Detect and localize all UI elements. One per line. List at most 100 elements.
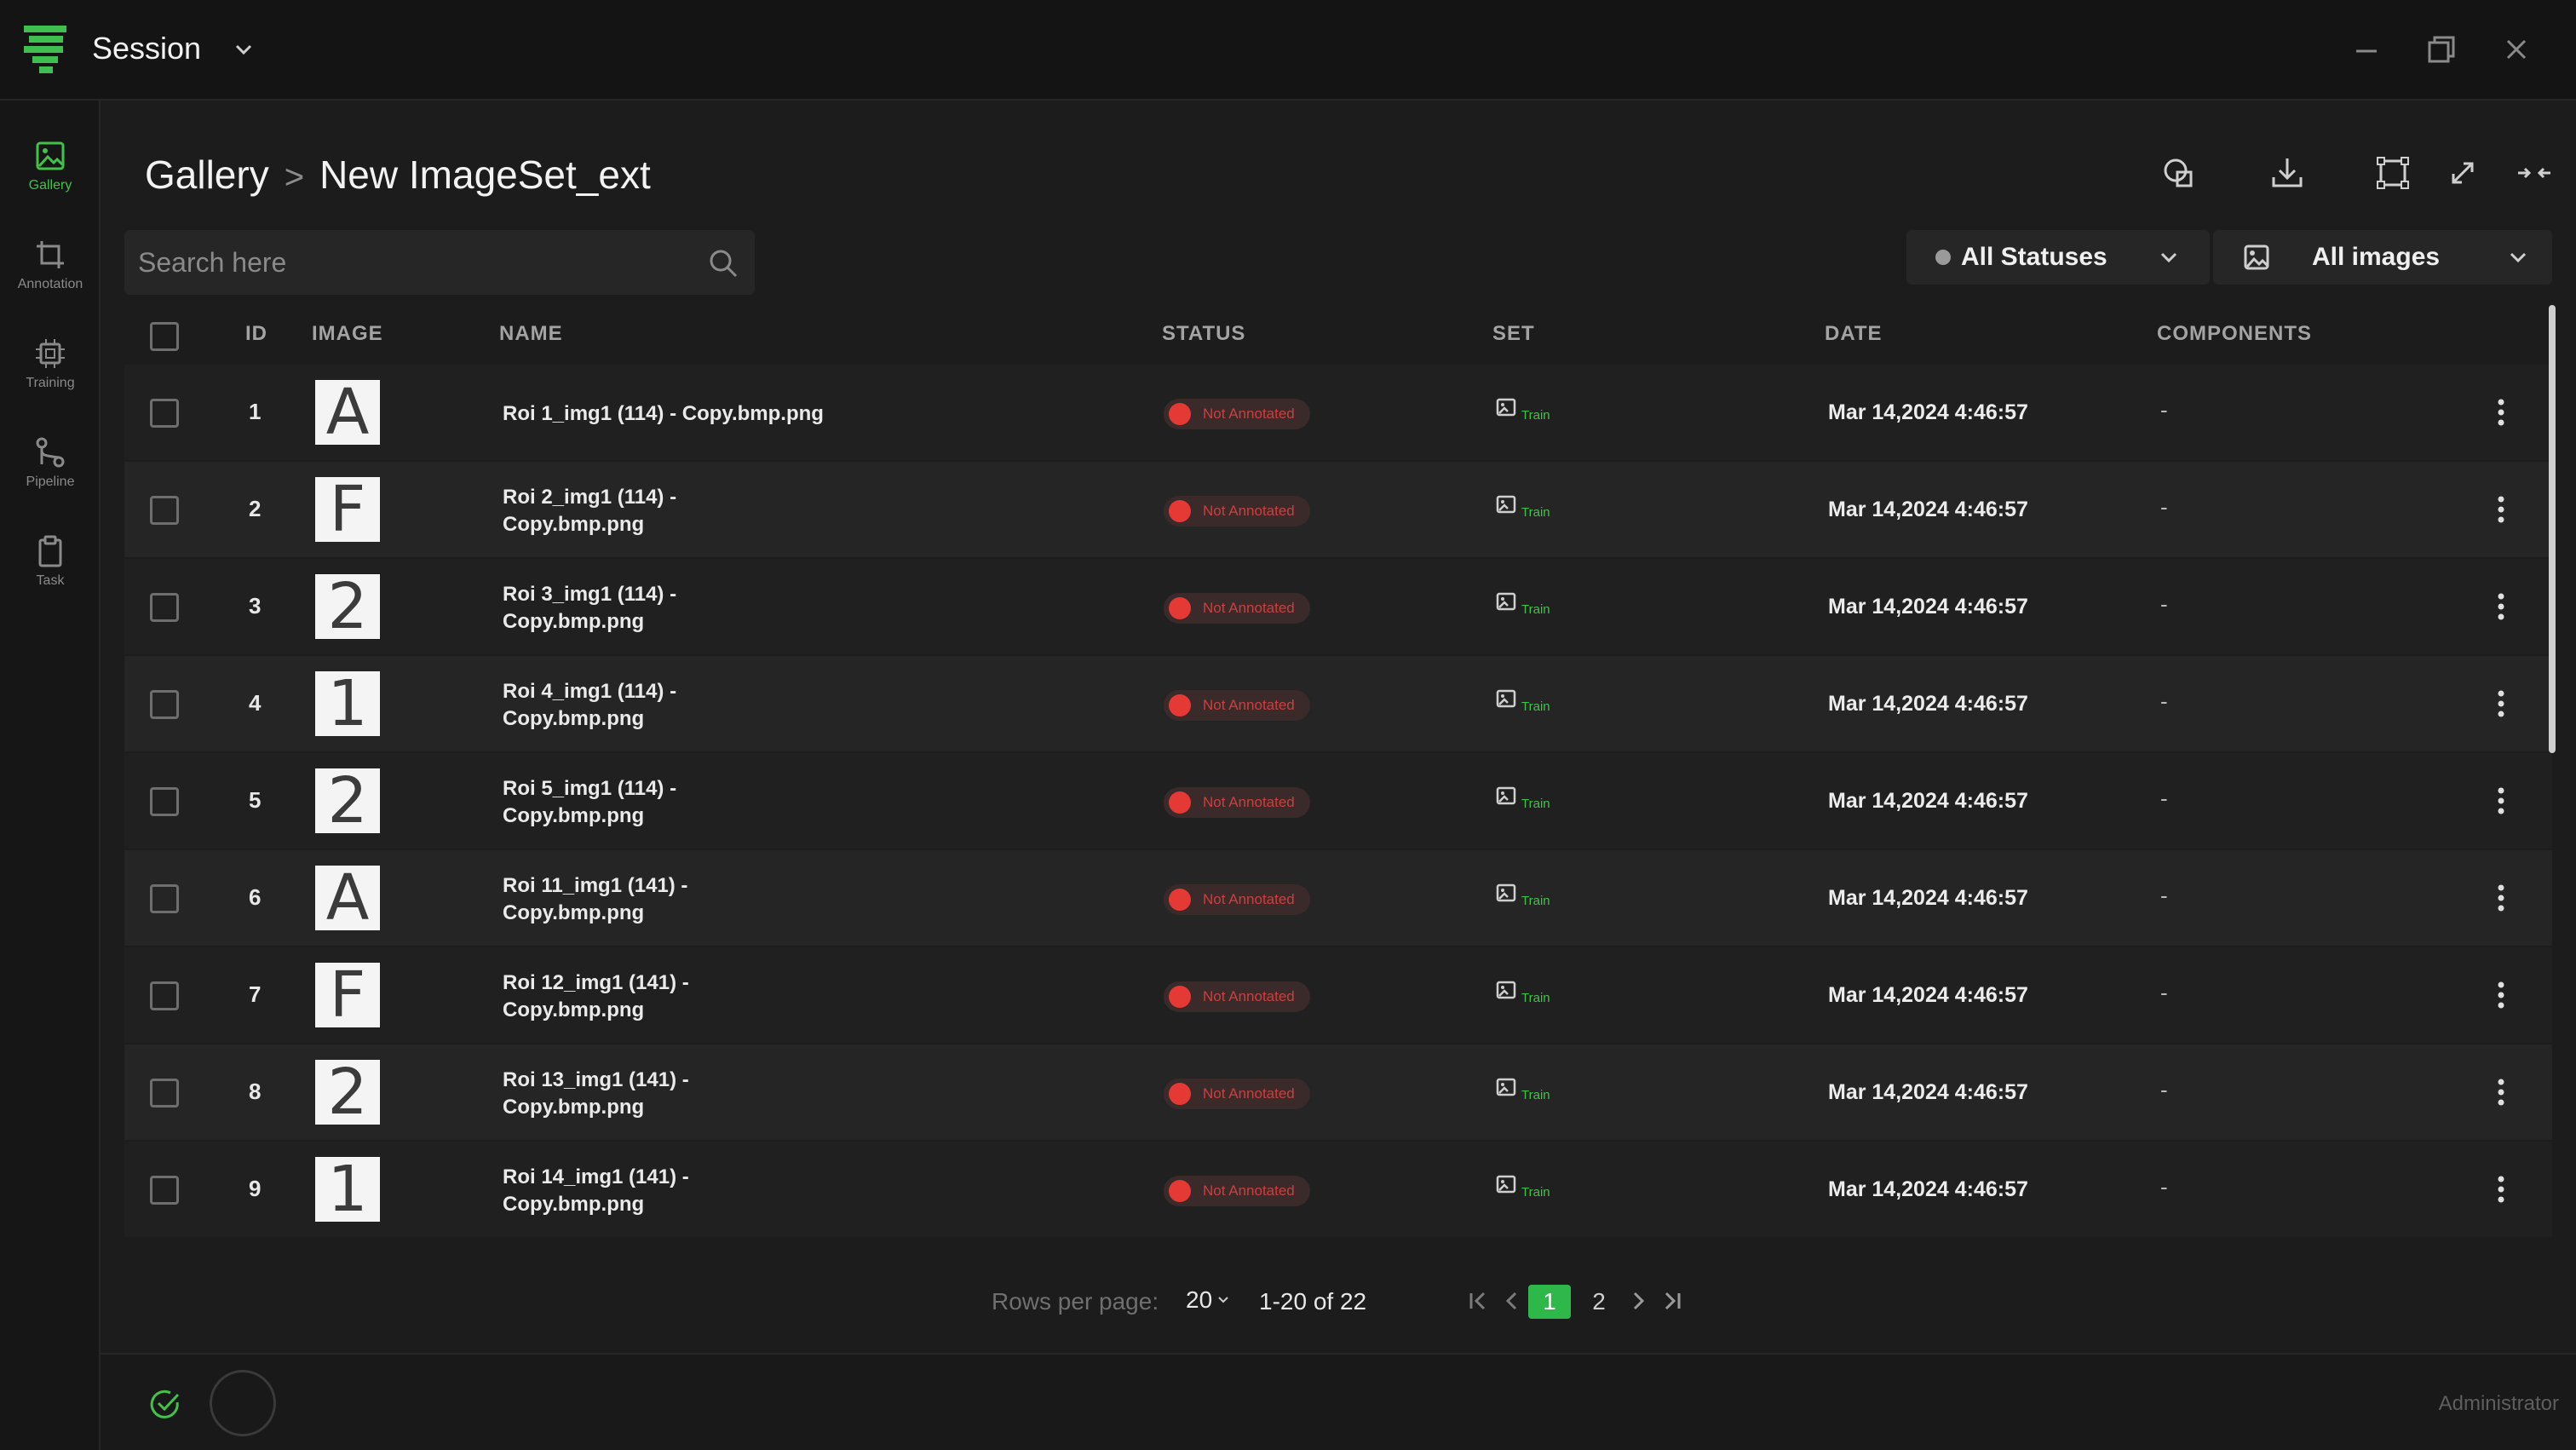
collapse-icon[interactable] xyxy=(2513,152,2556,194)
next-page-icon[interactable] xyxy=(1624,1286,1653,1315)
row-name-line2: Copy.bmp.png xyxy=(503,610,645,633)
column-header-date[interactable]: DATE xyxy=(1825,322,1883,345)
minimize-icon[interactable] xyxy=(2346,29,2387,70)
column-header-components[interactable]: COMPONENTS xyxy=(2157,322,2313,345)
first-page-icon[interactable] xyxy=(1463,1286,1492,1315)
more-vertical-icon[interactable] xyxy=(2493,784,2510,818)
close-icon[interactable] xyxy=(2496,29,2537,70)
row-checkbox[interactable] xyxy=(150,1176,179,1205)
table-row[interactable]: 2 F Roi 2_img1 (114) - Copy.bmp.png Not … xyxy=(124,462,2552,559)
table-row[interactable]: 1 A Roi 1_img1 (114) - Copy.bmp.png Not … xyxy=(124,365,2552,462)
row-name: Roi 5_img1 (114) - Copy.bmp.png xyxy=(503,775,676,830)
row-name-line2: Copy.bmp.png xyxy=(503,998,645,1021)
column-header-name[interactable]: NAME xyxy=(499,322,563,345)
status-dot xyxy=(1169,1180,1191,1202)
more-vertical-icon[interactable] xyxy=(2493,1075,2510,1109)
column-header-set[interactable]: SET xyxy=(1492,322,1535,345)
search-icon[interactable] xyxy=(707,247,739,279)
row-set: Train xyxy=(1496,785,1550,811)
row-checkbox[interactable] xyxy=(150,884,179,913)
image-tag-icon xyxy=(1496,883,1516,902)
more-vertical-icon[interactable] xyxy=(2493,1172,2510,1206)
more-vertical-icon[interactable] xyxy=(2493,978,2510,1012)
row-thumbnail[interactable]: 2 xyxy=(315,768,380,833)
select-frame-icon[interactable] xyxy=(2372,152,2414,194)
set-label: Train xyxy=(1521,408,1550,423)
table-row[interactable]: 4 1 Roi 4_img1 (114) - Copy.bmp.png Not … xyxy=(124,656,2552,753)
chip-icon xyxy=(36,339,65,368)
last-page-icon[interactable] xyxy=(1658,1286,1687,1315)
status-text: Not Annotated xyxy=(1203,988,1295,1004)
row-name-line2: Copy.bmp.png xyxy=(503,513,645,536)
row-checkbox[interactable] xyxy=(150,593,179,622)
status-badge: Not Annotated xyxy=(1164,593,1310,624)
breadcrumb-root[interactable]: Gallery xyxy=(145,152,269,197)
expand-icon[interactable] xyxy=(2441,152,2484,194)
status-dot xyxy=(1169,889,1191,911)
table-row[interactable]: 7 F Roi 12_img1 (141) - Copy.bmp.png Not… xyxy=(124,947,2552,1044)
row-name: Roi 12_img1 (141) - Copy.bmp.png xyxy=(503,970,689,1024)
row-checkbox[interactable] xyxy=(150,496,179,525)
table-row[interactable]: 8 2 Roi 13_img1 (141) - Copy.bmp.png Not… xyxy=(124,1044,2552,1142)
sidebar-item-gallery[interactable]: Gallery xyxy=(0,119,101,213)
status-filter-dropdown[interactable]: All Statuses xyxy=(1906,230,2210,285)
row-name: Roi 14_img1 (141) - Copy.bmp.png xyxy=(503,1164,689,1218)
row-components: - xyxy=(2160,1174,2168,1200)
row-checkbox[interactable] xyxy=(150,981,179,1010)
column-header-id[interactable]: ID xyxy=(245,322,267,345)
row-date: Mar 14,2024 4:46:57 xyxy=(1828,983,2028,1007)
more-vertical-icon[interactable] xyxy=(2493,687,2510,721)
sidebar-item-training[interactable]: Training xyxy=(0,317,101,411)
row-thumbnail[interactable]: A xyxy=(315,866,380,930)
row-thumbnail[interactable]: A xyxy=(315,380,380,445)
status-dot xyxy=(1169,1083,1191,1105)
table-row[interactable]: 9 1 Roi 14_img1 (141) - Copy.bmp.png Not… xyxy=(124,1142,2552,1239)
row-thumbnail[interactable]: 2 xyxy=(315,1060,380,1125)
sidebar-item-task[interactable]: Task xyxy=(0,515,101,608)
column-header-image[interactable]: IMAGE xyxy=(312,322,383,345)
table-row[interactable]: 6 A Roi 11_img1 (141) - Copy.bmp.png Not… xyxy=(124,850,2552,947)
more-vertical-icon[interactable] xyxy=(2493,492,2510,526)
row-name: Roi 11_img1 (141) - Copy.bmp.png xyxy=(503,872,687,927)
table-row[interactable]: 5 2 Roi 5_img1 (114) - Copy.bmp.png Not … xyxy=(124,753,2552,850)
row-thumbnail[interactable]: F xyxy=(315,477,380,542)
table-row[interactable]: 3 2 Roi 3_img1 (114) - Copy.bmp.png Not … xyxy=(124,559,2552,656)
search-input[interactable] xyxy=(138,230,683,295)
row-checkbox[interactable] xyxy=(150,787,179,816)
chevron-down-icon[interactable] xyxy=(232,37,256,61)
breadcrumb: Gallery > New ImageSet_ext xyxy=(145,152,651,198)
row-thumbnail[interactable]: 1 xyxy=(315,1157,380,1222)
sidebar-item-pipeline[interactable]: Pipeline xyxy=(0,416,101,509)
row-thumbnail[interactable]: 1 xyxy=(315,671,380,736)
sidebar-item-annotation[interactable]: Annotation xyxy=(0,218,101,312)
row-set: Train xyxy=(1496,591,1550,617)
rows-per-page-select[interactable]: 20 xyxy=(1186,1286,1231,1314)
chevron-down-icon xyxy=(1218,1297,1228,1303)
sidebar-item-label: Pipeline xyxy=(26,475,75,489)
restore-icon[interactable] xyxy=(2421,29,2462,70)
row-checkbox[interactable] xyxy=(150,1079,179,1108)
row-date: Mar 14,2024 4:46:57 xyxy=(1828,400,2028,424)
column-header-status[interactable]: STATUS xyxy=(1162,322,1246,345)
status-text: Not Annotated xyxy=(1203,1085,1295,1102)
prev-page-icon[interactable] xyxy=(1498,1286,1527,1315)
more-vertical-icon[interactable] xyxy=(2493,590,2510,624)
row-name: Roi 3_img1 (114) - Copy.bmp.png xyxy=(503,581,676,636)
page-button-1[interactable]: 1 xyxy=(1528,1285,1571,1319)
image-filter-dropdown[interactable]: All images xyxy=(2213,230,2552,285)
more-vertical-icon[interactable] xyxy=(2493,395,2510,429)
select-all-checkbox[interactable] xyxy=(150,322,179,351)
more-vertical-icon[interactable] xyxy=(2493,881,2510,915)
row-checkbox[interactable] xyxy=(150,399,179,428)
download-icon[interactable] xyxy=(2266,152,2309,194)
table-scrollbar[interactable] xyxy=(2549,305,2556,753)
row-date: Mar 14,2024 4:46:57 xyxy=(1828,595,2028,619)
row-thumbnail[interactable]: 2 xyxy=(315,574,380,639)
session-title[interactable]: Session xyxy=(92,31,202,66)
page-button-2[interactable]: 2 xyxy=(1592,1288,1606,1315)
shapes-icon[interactable] xyxy=(2159,152,2201,194)
set-label: Train xyxy=(1521,1185,1550,1200)
row-thumbnail[interactable]: F xyxy=(315,963,380,1027)
row-checkbox[interactable] xyxy=(150,690,179,719)
status-text: Not Annotated xyxy=(1203,600,1295,616)
